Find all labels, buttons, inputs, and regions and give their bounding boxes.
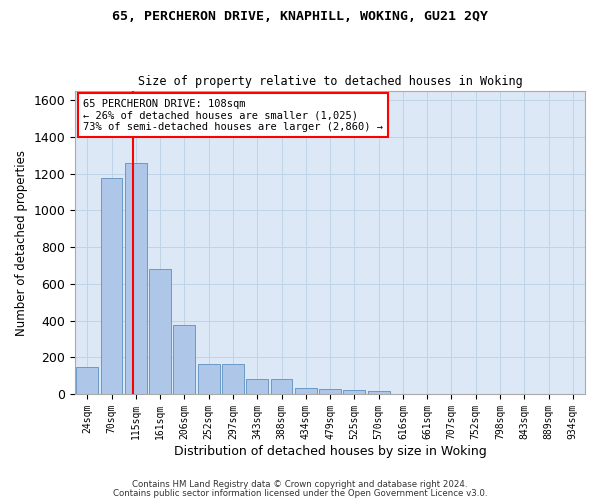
Bar xyxy=(76,368,98,394)
Bar xyxy=(173,325,196,394)
Bar xyxy=(319,390,341,394)
Bar xyxy=(149,269,171,394)
Text: Contains public sector information licensed under the Open Government Licence v3: Contains public sector information licen… xyxy=(113,488,487,498)
Bar xyxy=(343,390,365,394)
X-axis label: Distribution of detached houses by size in Woking: Distribution of detached houses by size … xyxy=(174,444,487,458)
Bar xyxy=(222,364,244,394)
Text: 65 PERCHERON DRIVE: 108sqm
← 26% of detached houses are smaller (1,025)
73% of s: 65 PERCHERON DRIVE: 108sqm ← 26% of deta… xyxy=(83,98,383,132)
Bar xyxy=(271,380,292,394)
Text: 65, PERCHERON DRIVE, KNAPHILL, WOKING, GU21 2QY: 65, PERCHERON DRIVE, KNAPHILL, WOKING, G… xyxy=(112,10,488,23)
Bar xyxy=(295,388,317,394)
Y-axis label: Number of detached properties: Number of detached properties xyxy=(15,150,28,336)
Bar xyxy=(247,380,268,394)
Bar xyxy=(125,162,147,394)
Bar xyxy=(198,364,220,394)
Bar xyxy=(368,391,389,394)
Title: Size of property relative to detached houses in Woking: Size of property relative to detached ho… xyxy=(138,76,523,88)
Text: Contains HM Land Registry data © Crown copyright and database right 2024.: Contains HM Land Registry data © Crown c… xyxy=(132,480,468,489)
Bar xyxy=(101,178,122,394)
